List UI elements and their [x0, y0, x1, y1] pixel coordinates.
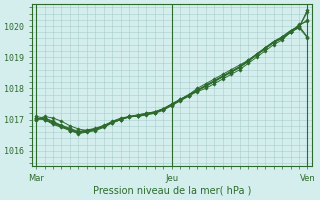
- X-axis label: Pression niveau de la mer( hPa ): Pression niveau de la mer( hPa ): [92, 186, 251, 196]
